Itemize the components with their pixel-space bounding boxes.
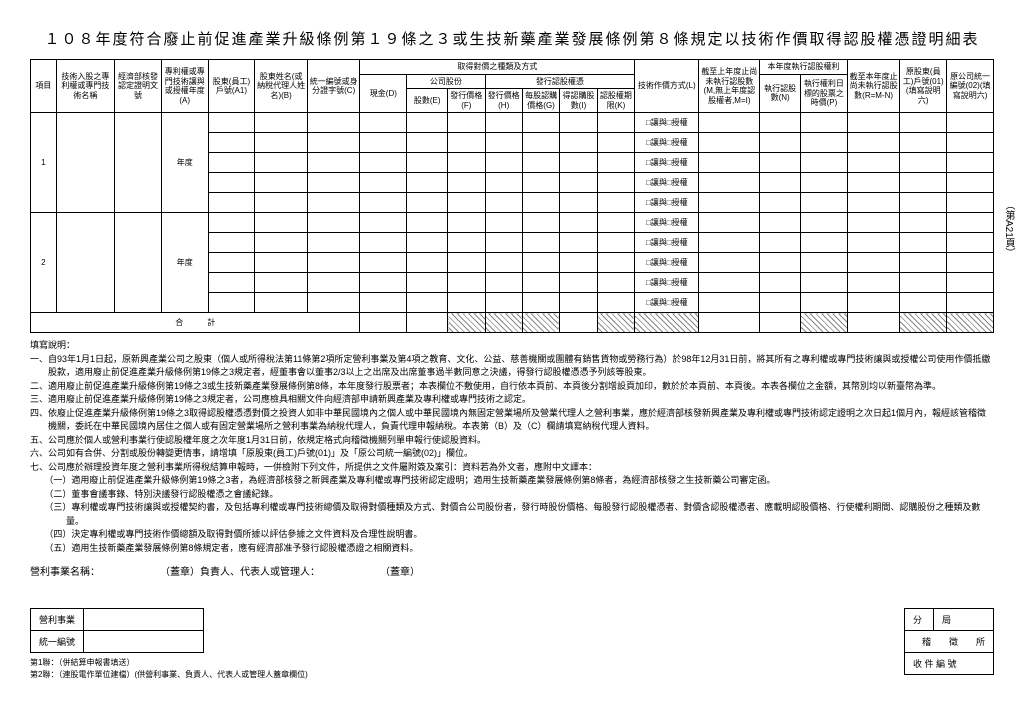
th-o2: 原公司統一編號(02)(填寫說明六) — [947, 60, 994, 113]
th-o1: 原股東(員工)戶號(01)(填寫說明六) — [900, 60, 947, 113]
page-number: （第A21頁） — [1001, 200, 1016, 258]
stamp-r1: 營利事業 — [31, 609, 84, 631]
row1-l4[interactable]: □讓與□授權 — [635, 173, 699, 193]
th-stock-group: 公司股份 — [407, 74, 485, 89]
sub-1: （一）適用廢止前促進產業升級條例第19條之3者，為經濟部核發之新興產業及專利權或… — [30, 474, 994, 488]
th-id: 統一編號或身分證字號(C) — [307, 60, 360, 113]
th-i: 得認購股數(I) — [560, 89, 597, 113]
th-year: 專利權或專門技術讓與或授權年度(A) — [161, 60, 208, 113]
th-exec-group: 本年度執行認股權利 — [760, 60, 848, 75]
stamp-r2: 統一編號 — [31, 631, 84, 653]
rstamp-1a: 分 — [904, 609, 933, 631]
rstamp-2: 稽 徵 所 — [904, 631, 993, 653]
row1-l3[interactable]: □讓與□授權 — [635, 153, 699, 173]
sub-4: （四）決定專利權或專門技術作價總額及取得對價所據以評估參據之文件資料及合理性說明… — [30, 528, 994, 542]
th-tech: 技術入股之專利權或專門技術名稱 — [56, 60, 114, 113]
sub-2: （二）董事會議事錄、特別決議發行認股權憑之會議紀錄。 — [30, 488, 994, 502]
stamp1-label: （蓋章）負責人、代表人或管理人： — [160, 563, 320, 578]
row2-l2[interactable]: □讓與□授權 — [635, 233, 699, 253]
row1-l1[interactable]: □讓與□授權 — [635, 113, 699, 133]
note-2: 二、適用廢止前促進產業升級條例第19條之3或生技新藥產業發展條例第8條，本年度發… — [30, 380, 994, 394]
signature-row: 營利事業名稱： （蓋章）負責人、代表人或管理人： （蓋章） — [30, 563, 994, 578]
th-e: 股數(E) — [407, 89, 448, 113]
th-n: 執行認股數(N) — [760, 74, 801, 113]
th-k: 認股權期限(K) — [597, 89, 635, 113]
sub-3: （三）專利權或專門技術讓與或授權契約書，及包括專利權或專門技術總價及取得對價種類… — [30, 501, 994, 528]
th-acct: 股東(員工)戶號(A1) — [208, 60, 255, 113]
note-5: 五、公司應於個人或營利事業行使認股權年度之次年度1月31日前，依規定格式向稽徵機… — [30, 434, 994, 448]
sub-5: （五）適用生技新藥產業發展條例第8條規定者，應有經濟部准予發行認股權憑證之相關資… — [30, 542, 994, 556]
note-7: 七、公司應於辦理投資年度之營利事業所得稅結算申報時，一併檢附下列文件，所提供之文… — [30, 461, 994, 475]
th-f: 發行價格(F) — [448, 89, 485, 113]
rstamp-3: 收 件 編 號 — [904, 653, 993, 675]
main-table: 項目 技術入股之專利權或專門技術名稱 經濟部核發認定證明文號 專利權或專門技術讓… — [30, 59, 994, 333]
note-6: 六、公司如有合併、分割或股份轉變更情事，請增填「原股東(員工)戶號(01)」及「… — [30, 447, 994, 461]
notes-title: 填寫說明： — [30, 339, 994, 353]
small-note-1: 第1聯：（併結算申報書填送） — [30, 657, 308, 668]
row2-l3[interactable]: □讓與□授權 — [635, 253, 699, 273]
th-moea: 經濟部核發認定證明文號 — [115, 60, 162, 113]
notes-section: 填寫說明： 一、自93年1月1日起，原新興產業公司之股東（個人或所得稅法第11條… — [30, 339, 994, 555]
th-name: 股東姓名(或納稅代理人姓名)(B) — [255, 60, 308, 113]
th-g: 每股認購價格(G) — [522, 89, 559, 113]
note-1: 一、自93年1月1日起，原新興產業公司之股東（個人或所得稅法第11條第2項所定營… — [30, 353, 994, 380]
page-title: １０８年度符合廢止前促進產業升級條例第１９條之３或生技新藥產業發展條例第８條規定… — [30, 28, 994, 49]
row-1-year: 年度 — [161, 113, 208, 213]
th-acq-group: 取得對價之種類及方式 — [360, 60, 635, 75]
th-remain: 截至本年度止尚未執行認股數(R=M-N) — [847, 60, 900, 113]
company-label: 營利事業名稱： — [30, 563, 100, 578]
th-warrant-group: 發行認股權憑 — [485, 74, 635, 89]
row1-l5[interactable]: □讓與□授權 — [635, 193, 699, 213]
th-item: 項目 — [31, 60, 57, 113]
small-note-2: 第2聯：（連股電作單位建檔）(供營利事業、負責人、代表人或管理人蓋章欄位) — [30, 669, 308, 680]
right-stamp-box: 分局 稽 徵 所 收 件 編 號 — [904, 608, 994, 675]
row1-l2[interactable]: □讓與□授權 — [635, 133, 699, 153]
row-1-no: 1 — [31, 113, 57, 213]
left-stamp-box: 營利事業 統一編號 — [30, 608, 204, 653]
note-4: 四、依廢止促進產業升級條例第19條之3取得認股權憑憑對價之投資人如非中華民國境內… — [30, 407, 994, 434]
th-p: 執行權利日標的股票之時價(P) — [801, 74, 848, 113]
row-2-no: 2 — [31, 213, 57, 313]
note-3: 三、適用廢止前促進產業升級條例第19條之3規定者，公司應檢具相關文件向經濟部申請… — [30, 393, 994, 407]
total-label: 合 計 — [31, 313, 360, 333]
th-prev: 截至上年度止尚未執行認股數(M,無上年度認股權者,M=I) — [699, 60, 760, 113]
row2-l1[interactable]: □讓與□授權 — [635, 213, 699, 233]
th-h: 發行價格(H) — [485, 89, 522, 113]
row2-l5[interactable]: □讓與□授權 — [635, 293, 699, 313]
th-cash: 現金(D) — [360, 74, 407, 113]
stamp2-label: （蓋章） — [380, 563, 420, 578]
th-method: 技術作價方式(L) — [635, 60, 699, 113]
row-2-year: 年度 — [161, 213, 208, 313]
row2-l4[interactable]: □讓與□授權 — [635, 273, 699, 293]
